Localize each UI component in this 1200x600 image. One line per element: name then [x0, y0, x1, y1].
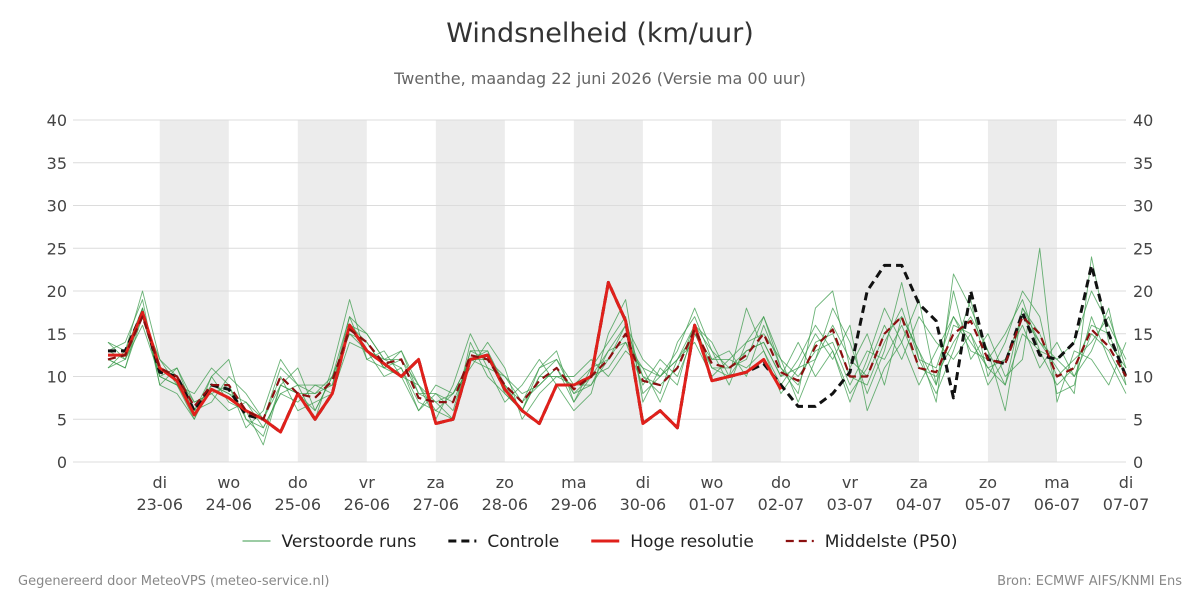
y-tick-label: 15: [47, 325, 67, 344]
y-tick-label: 5: [57, 410, 67, 429]
y-tick-label: 0: [57, 453, 67, 472]
series-line: [107, 315, 1127, 421]
x-tick-label: za 27-06: [413, 473, 460, 514]
y-tick-label: 25: [47, 239, 67, 258]
y2-tick-label: 0: [1133, 453, 1143, 472]
x-tick-label: zo 28-06: [482, 473, 529, 514]
x-tick-label: vr 03-07: [827, 473, 874, 514]
legend: Verstoorde runs Controle Hoge resolutie Mid…: [242, 532, 958, 552]
x-tick-label: vr 26-06: [344, 473, 391, 514]
footer-right: Bron: ECMWF AIFS/KNMI Ens: [997, 574, 1182, 589]
y-tick-label: 35: [47, 154, 67, 173]
series-line: [108, 280, 783, 434]
y-tick-label: 20: [47, 282, 67, 301]
x-tick-label: ma 06-07: [1034, 473, 1081, 514]
y2-tick-label: 5: [1133, 410, 1143, 429]
y-tick-label: 30: [47, 197, 67, 216]
x-tick-label: ma 29-06: [551, 473, 598, 514]
y2-tick-label: 35: [1133, 154, 1153, 173]
legend-label: Hoge resolutie: [630, 532, 754, 552]
y2-tick-label: 15: [1133, 325, 1153, 344]
y2-tick-label: 10: [1133, 368, 1153, 387]
y2-tick-label: 25: [1133, 239, 1153, 258]
x-tick-label: do 02-07: [758, 473, 805, 514]
y2-tick-label: 20: [1133, 282, 1153, 301]
x-tick-label: di 07-07: [1103, 473, 1150, 514]
footer-left: Gegenereerd door MeteoVPS (meteo-service…: [18, 574, 329, 589]
ensemble-line: [107, 307, 1127, 429]
y-tick-label: 40: [47, 111, 67, 130]
x-tick-label: do 25-06: [275, 473, 322, 514]
x-tick-label: wo 24-06: [206, 473, 253, 514]
legend-label: Controle: [487, 532, 559, 552]
ensemble-line: [107, 256, 1127, 420]
chart-subtitle: Twenthe, maandag 22 juni 2026 (Versie ma…: [393, 69, 806, 88]
legend-label: Verstoorde runs: [282, 532, 417, 552]
y2-tick-label: 40: [1133, 111, 1153, 130]
legend-label: Middelste (P50): [825, 532, 958, 552]
y2-tick-label: 30: [1133, 197, 1153, 216]
chart-title: Windsnelheid (km/uur): [446, 18, 754, 49]
x-tick-label: di 23-06: [137, 473, 184, 514]
x-tick-label: wo 01-07: [689, 473, 736, 514]
ensemble-line: [107, 247, 1127, 429]
x-tick-label: zo 05-07: [965, 473, 1012, 514]
y-tick-label: 10: [47, 368, 67, 387]
x-tick-label: za 04-07: [896, 473, 943, 514]
ensemble-line: [107, 307, 1127, 446]
x-tick-label: di 30-06: [620, 473, 667, 514]
